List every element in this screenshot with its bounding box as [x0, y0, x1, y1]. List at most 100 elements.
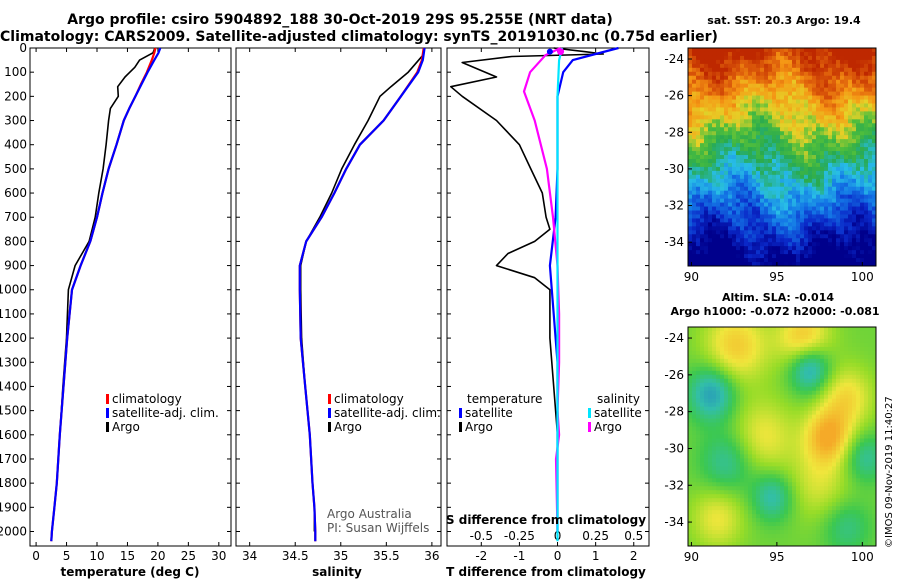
heatmap-cell: [824, 166, 829, 172]
heatmap-cell: [832, 83, 837, 89]
heatmap-cell: [740, 378, 745, 384]
heatmap-cell: [864, 466, 869, 471]
heatmap-cell: [688, 139, 693, 144]
heatmap-cell: [756, 430, 761, 436]
surface-marker: [557, 48, 565, 56]
heatmap-cell: [840, 366, 845, 372]
heatmap-cell: [780, 402, 785, 408]
heatmap-cell: [860, 95, 865, 101]
heatmap-cell: [796, 262, 801, 266]
heatmap-cell: [832, 214, 837, 220]
heatmap-cell: [720, 458, 725, 463]
heatmap-cell: [864, 330, 869, 336]
heatmap-cell: [872, 458, 876, 463]
heatmap-cell: [688, 111, 693, 116]
heatmap-cell: [720, 55, 725, 61]
heatmap-cell: [860, 135, 865, 140]
heatmap-cell: [804, 458, 809, 463]
heatmap-cell: [756, 174, 761, 180]
heatmap-cell: [824, 170, 829, 176]
heatmap-cell: [852, 222, 857, 227]
heatmap-cell: [812, 366, 817, 372]
heatmap-cell: [752, 214, 757, 220]
heatmap-cell: [724, 426, 729, 432]
heatmap-cell: [720, 334, 725, 340]
heatmap-cell: [736, 342, 741, 348]
heatmap-cell: [772, 398, 777, 404]
heatmap-cell: [868, 194, 873, 200]
heatmap-cell: [848, 103, 853, 109]
heatmap-cell: [716, 398, 721, 404]
heatmap-cell: [772, 327, 777, 332]
heatmap-cell: [772, 474, 777, 479]
heatmap-cell: [792, 458, 797, 463]
heatmap-cell: [716, 182, 721, 188]
heatmap-cell: [720, 115, 725, 120]
heatmap-cell: [720, 246, 725, 251]
heatmap-cell: [836, 162, 841, 168]
heatmap-cell: [840, 79, 845, 85]
heatmap-cell: [768, 151, 773, 156]
heatmap-cell: [756, 402, 761, 408]
heatmap-cell: [816, 99, 821, 105]
heatmap-cell: [836, 131, 841, 136]
heatmap-cell: [712, 338, 717, 344]
heatmap-cell: [804, 119, 809, 124]
heatmap-cell: [816, 238, 821, 243]
heatmap-cell: [772, 103, 777, 109]
heatmap-cell: [716, 210, 721, 216]
heatmap-cell: [696, 418, 701, 424]
heatmap-cell: [792, 178, 797, 184]
heatmap-cell: [820, 470, 825, 475]
heatmap-cell: [860, 402, 865, 408]
heatmap-cell: [856, 462, 861, 467]
heatmap-cell: [816, 422, 821, 428]
heatmap-cell: [812, 63, 817, 69]
heatmap-cell: [824, 250, 829, 255]
heatmap-cell: [764, 87, 769, 93]
heatmap-cell: [856, 48, 861, 53]
heatmap-cell: [848, 378, 853, 384]
heatmap-cell: [804, 135, 809, 140]
heatmap-cell: [796, 48, 801, 53]
heatmap-cell: [824, 103, 829, 109]
heatmap-cell: [764, 398, 769, 404]
heatmap-cell: [848, 374, 853, 380]
heatmap-cell: [828, 111, 833, 116]
heatmap-cell: [804, 262, 809, 266]
heatmap-cell: [700, 462, 705, 467]
heatmap-cell: [832, 79, 837, 85]
heatmap-cell: [724, 206, 729, 212]
heatmap-cell: [756, 147, 761, 152]
heatmap-cell: [844, 402, 849, 408]
heatmap-cell: [780, 354, 785, 360]
legend-title-temperature: temperature: [467, 392, 542, 406]
heatmap-cell: [796, 186, 801, 192]
heatmap-cell: [748, 226, 753, 231]
heatmap-cell: [700, 218, 705, 223]
heatmap-cell: [748, 155, 753, 160]
heatmap-cell: [860, 338, 865, 344]
heatmap-cell: [824, 406, 829, 412]
heatmap-cell: [868, 59, 873, 65]
heatmap-cell: [752, 162, 757, 168]
heatmap-cell: [700, 494, 705, 499]
heatmap-cell: [820, 170, 825, 176]
heatmap-cell: [796, 103, 801, 109]
heatmap-cell: [780, 170, 785, 176]
heatmap-cell: [688, 262, 693, 266]
heatmap-cell: [856, 354, 861, 360]
heatmap-cell: [772, 71, 777, 77]
heatmap-cell: [768, 99, 773, 105]
heatmap-cell: [716, 238, 721, 243]
heatmap-cell: [796, 91, 801, 97]
heatmap-cell: [820, 262, 825, 266]
heatmap-cell: [844, 67, 849, 73]
heatmap-cell: [804, 87, 809, 93]
heatmap-cell: [840, 458, 845, 463]
heatmap-cell: [804, 474, 809, 479]
heatmap-cell: [776, 87, 781, 93]
heatmap-cell: [792, 210, 797, 216]
heatmap-cell: [760, 502, 765, 507]
heatmap-cell: [808, 131, 813, 136]
